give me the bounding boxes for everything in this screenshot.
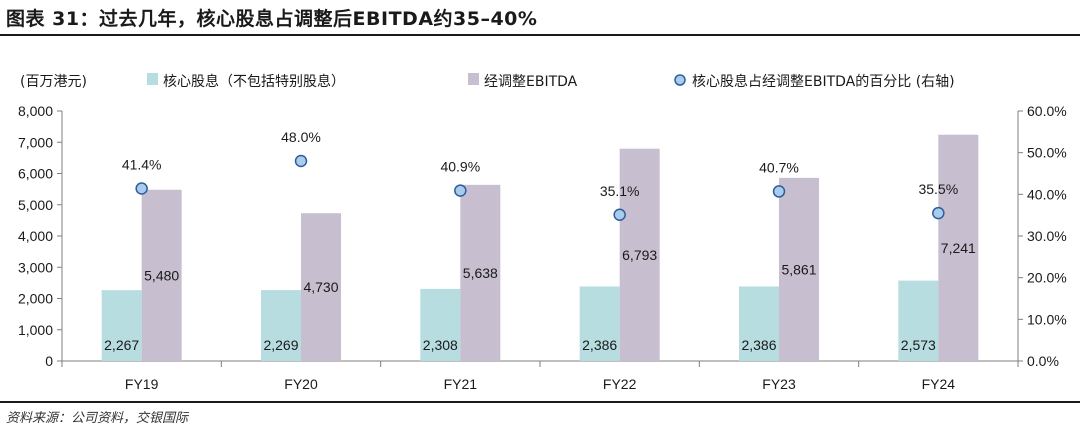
bar-label-adjusted-ebitda: 5,480 (144, 267, 179, 283)
right-tick-label: 60.0% (1027, 103, 1067, 119)
title-rule (0, 34, 1080, 36)
left-tick-label: 2,000 (18, 291, 53, 307)
x-tick-label: FY20 (284, 376, 318, 392)
bar-label-core-dividend: 2,573 (901, 337, 936, 353)
bar-label-adjusted-ebitda: 5,638 (463, 265, 498, 281)
bar-label-adjusted-ebitda: 4,730 (303, 279, 338, 295)
bar-label-adjusted-ebitda: 5,861 (781, 261, 816, 277)
point-label-dividend-ratio: 40.7% (759, 159, 799, 175)
bar-label-core-dividend: 2,386 (582, 337, 617, 353)
point-dividend-ratio (454, 184, 467, 197)
legend-label-adjusted-ebitda: 经调整EBITDA (484, 74, 578, 90)
point-dividend-ratio (294, 154, 308, 168)
chart-title: 图表 31：过去几年，核心股息占调整后EBITDA约35–40% (6, 8, 538, 30)
bar-label-core-dividend: 2,267 (104, 337, 139, 353)
right-tick-label: 10.0% (1027, 311, 1067, 327)
unit-label: (百万港元) (20, 74, 87, 90)
right-tick-label: 50.0% (1027, 145, 1067, 161)
bar-label-adjusted-ebitda: 7,241 (941, 240, 976, 256)
bar-core-dividend (579, 286, 620, 361)
left-tick-label: 7,000 (18, 134, 53, 150)
bar-adjusted-ebitda (460, 184, 501, 361)
legend-swatch-core-dividend (147, 73, 158, 85)
point-label-dividend-ratio: 35.1% (600, 183, 640, 199)
left-tick-label: 0 (45, 353, 53, 369)
left-tick-label: 6,000 (18, 166, 53, 182)
bar-core-dividend (261, 290, 301, 361)
bar-label-core-dividend: 2,386 (741, 337, 776, 353)
legend-label-core-dividend: 核心股息（不包括特别股息） (163, 73, 345, 90)
point-dividend-ratio (772, 185, 786, 198)
bar-label-adjusted-ebitda: 6,793 (622, 247, 657, 263)
bar-core-dividend (101, 290, 142, 361)
x-tick-label: FY19 (125, 376, 159, 392)
bar-label-core-dividend: 2,269 (263, 337, 298, 353)
point-label-dividend-ratio: 40.9% (440, 159, 480, 175)
left-tick-label: 5,000 (18, 197, 53, 213)
bar-adjusted-ebitda (938, 134, 979, 361)
source-note: 资料来源：公司资料，交银国际 (6, 411, 189, 426)
right-tick-label: 30.0% (1027, 228, 1067, 244)
x-tick-label: FY22 (603, 376, 637, 392)
legend-label-dividend-ratio: 核心股息占经调整EBITDA的百分比 (右轴) (692, 73, 955, 90)
bar-adjusted-ebitda (301, 213, 341, 361)
point-label-dividend-ratio: 41.4% (122, 157, 162, 173)
bar-core-dividend (739, 286, 779, 361)
x-tick-label: FY24 (922, 376, 956, 392)
left-tick-label: 3,000 (18, 259, 53, 275)
right-tick-label: 0.0% (1027, 353, 1059, 369)
bar-core-dividend (420, 288, 461, 361)
right-tick-label: 40.0% (1027, 186, 1067, 202)
point-dividend-ratio (932, 206, 945, 220)
left-tick-label: 1,000 (18, 322, 53, 338)
bottom-rule (0, 401, 1080, 403)
bar-adjusted-ebitda (619, 148, 660, 361)
bar-core-dividend (898, 280, 939, 361)
legend-swatch-adjusted-ebitda (468, 73, 479, 85)
chart-svg: 0 1,000 2,000 3,000 4,000 5,000 6,000 7,000 8,00… (18, 73, 1067, 392)
point-label-dividend-ratio: 48.0% (281, 129, 321, 145)
point-label-dividend-ratio: 35.5% (918, 181, 958, 197)
x-tick-label: FY23 (762, 376, 796, 392)
point-dividend-ratio (135, 182, 148, 195)
x-tick-label: FY21 (444, 376, 478, 392)
legend-marker-dividend-ratio (674, 74, 686, 86)
bar-label-core-dividend: 2,308 (423, 337, 458, 353)
left-tick-label: 4,000 (18, 228, 53, 244)
bar-adjusted-ebitda (141, 189, 182, 361)
left-tick-label: 8,000 (18, 103, 53, 119)
right-tick-label: 20.0% (1027, 270, 1067, 286)
bar-adjusted-ebitda (779, 177, 819, 361)
point-dividend-ratio (613, 208, 626, 221)
